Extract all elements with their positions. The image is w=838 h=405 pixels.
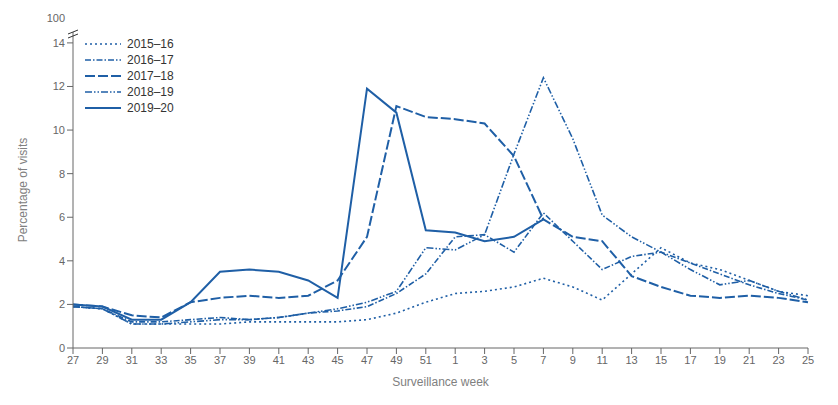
svg-text:1: 1 <box>452 354 458 366</box>
svg-text:19: 19 <box>714 354 726 366</box>
svg-text:33: 33 <box>155 354 167 366</box>
svg-text:25: 25 <box>802 354 814 366</box>
svg-text:51: 51 <box>420 354 432 366</box>
svg-text:21: 21 <box>743 354 755 366</box>
html-text:2019–20: 2019–20 <box>127 101 174 115</box>
svg-text:27: 27 <box>67 354 79 366</box>
svg-text:41: 41 <box>273 354 285 366</box>
svg-text:8: 8 <box>59 168 65 180</box>
svg-text:17: 17 <box>684 354 696 366</box>
svg-text:0: 0 <box>59 342 65 354</box>
svg-text:49: 49 <box>390 354 402 366</box>
svg-text:11: 11 <box>596 354 607 366</box>
svg-text:Surveillance week: Surveillance week <box>392 375 490 389</box>
svg-text:3: 3 <box>482 354 488 366</box>
svg-text:47: 47 <box>361 354 373 366</box>
html-text:2017–18: 2017–18 <box>127 69 174 83</box>
svg-text:10: 10 <box>53 124 65 136</box>
svg-text:7: 7 <box>540 354 546 366</box>
html-text:2015–16: 2015–16 <box>127 37 174 51</box>
svg-text:15: 15 <box>655 354 667 366</box>
svg-text:4: 4 <box>59 255 65 267</box>
svg-text:12: 12 <box>53 80 65 92</box>
svg-text:39: 39 <box>243 354 255 366</box>
svg-text:35: 35 <box>184 354 196 366</box>
svg-text:9: 9 <box>570 354 576 366</box>
svg-text:31: 31 <box>126 354 138 366</box>
svg-text:2: 2 <box>59 298 65 310</box>
svg-text:29: 29 <box>96 354 108 366</box>
html-text:2016–17: 2016–17 <box>127 53 174 67</box>
svg-text:23: 23 <box>772 354 784 366</box>
svg-text:13: 13 <box>625 354 637 366</box>
svg-text:14: 14 <box>53 37 65 49</box>
html-text:100: 100 <box>46 12 65 24</box>
svg-text:45: 45 <box>331 354 343 366</box>
html-text:2018–19: 2018–19 <box>127 85 174 99</box>
svg-text:37: 37 <box>214 354 226 366</box>
svg-text:6: 6 <box>59 211 65 223</box>
svg-text:5: 5 <box>511 354 517 366</box>
svg-text:43: 43 <box>302 354 314 366</box>
svg-text:Percentage of visits: Percentage of visits <box>16 138 30 243</box>
